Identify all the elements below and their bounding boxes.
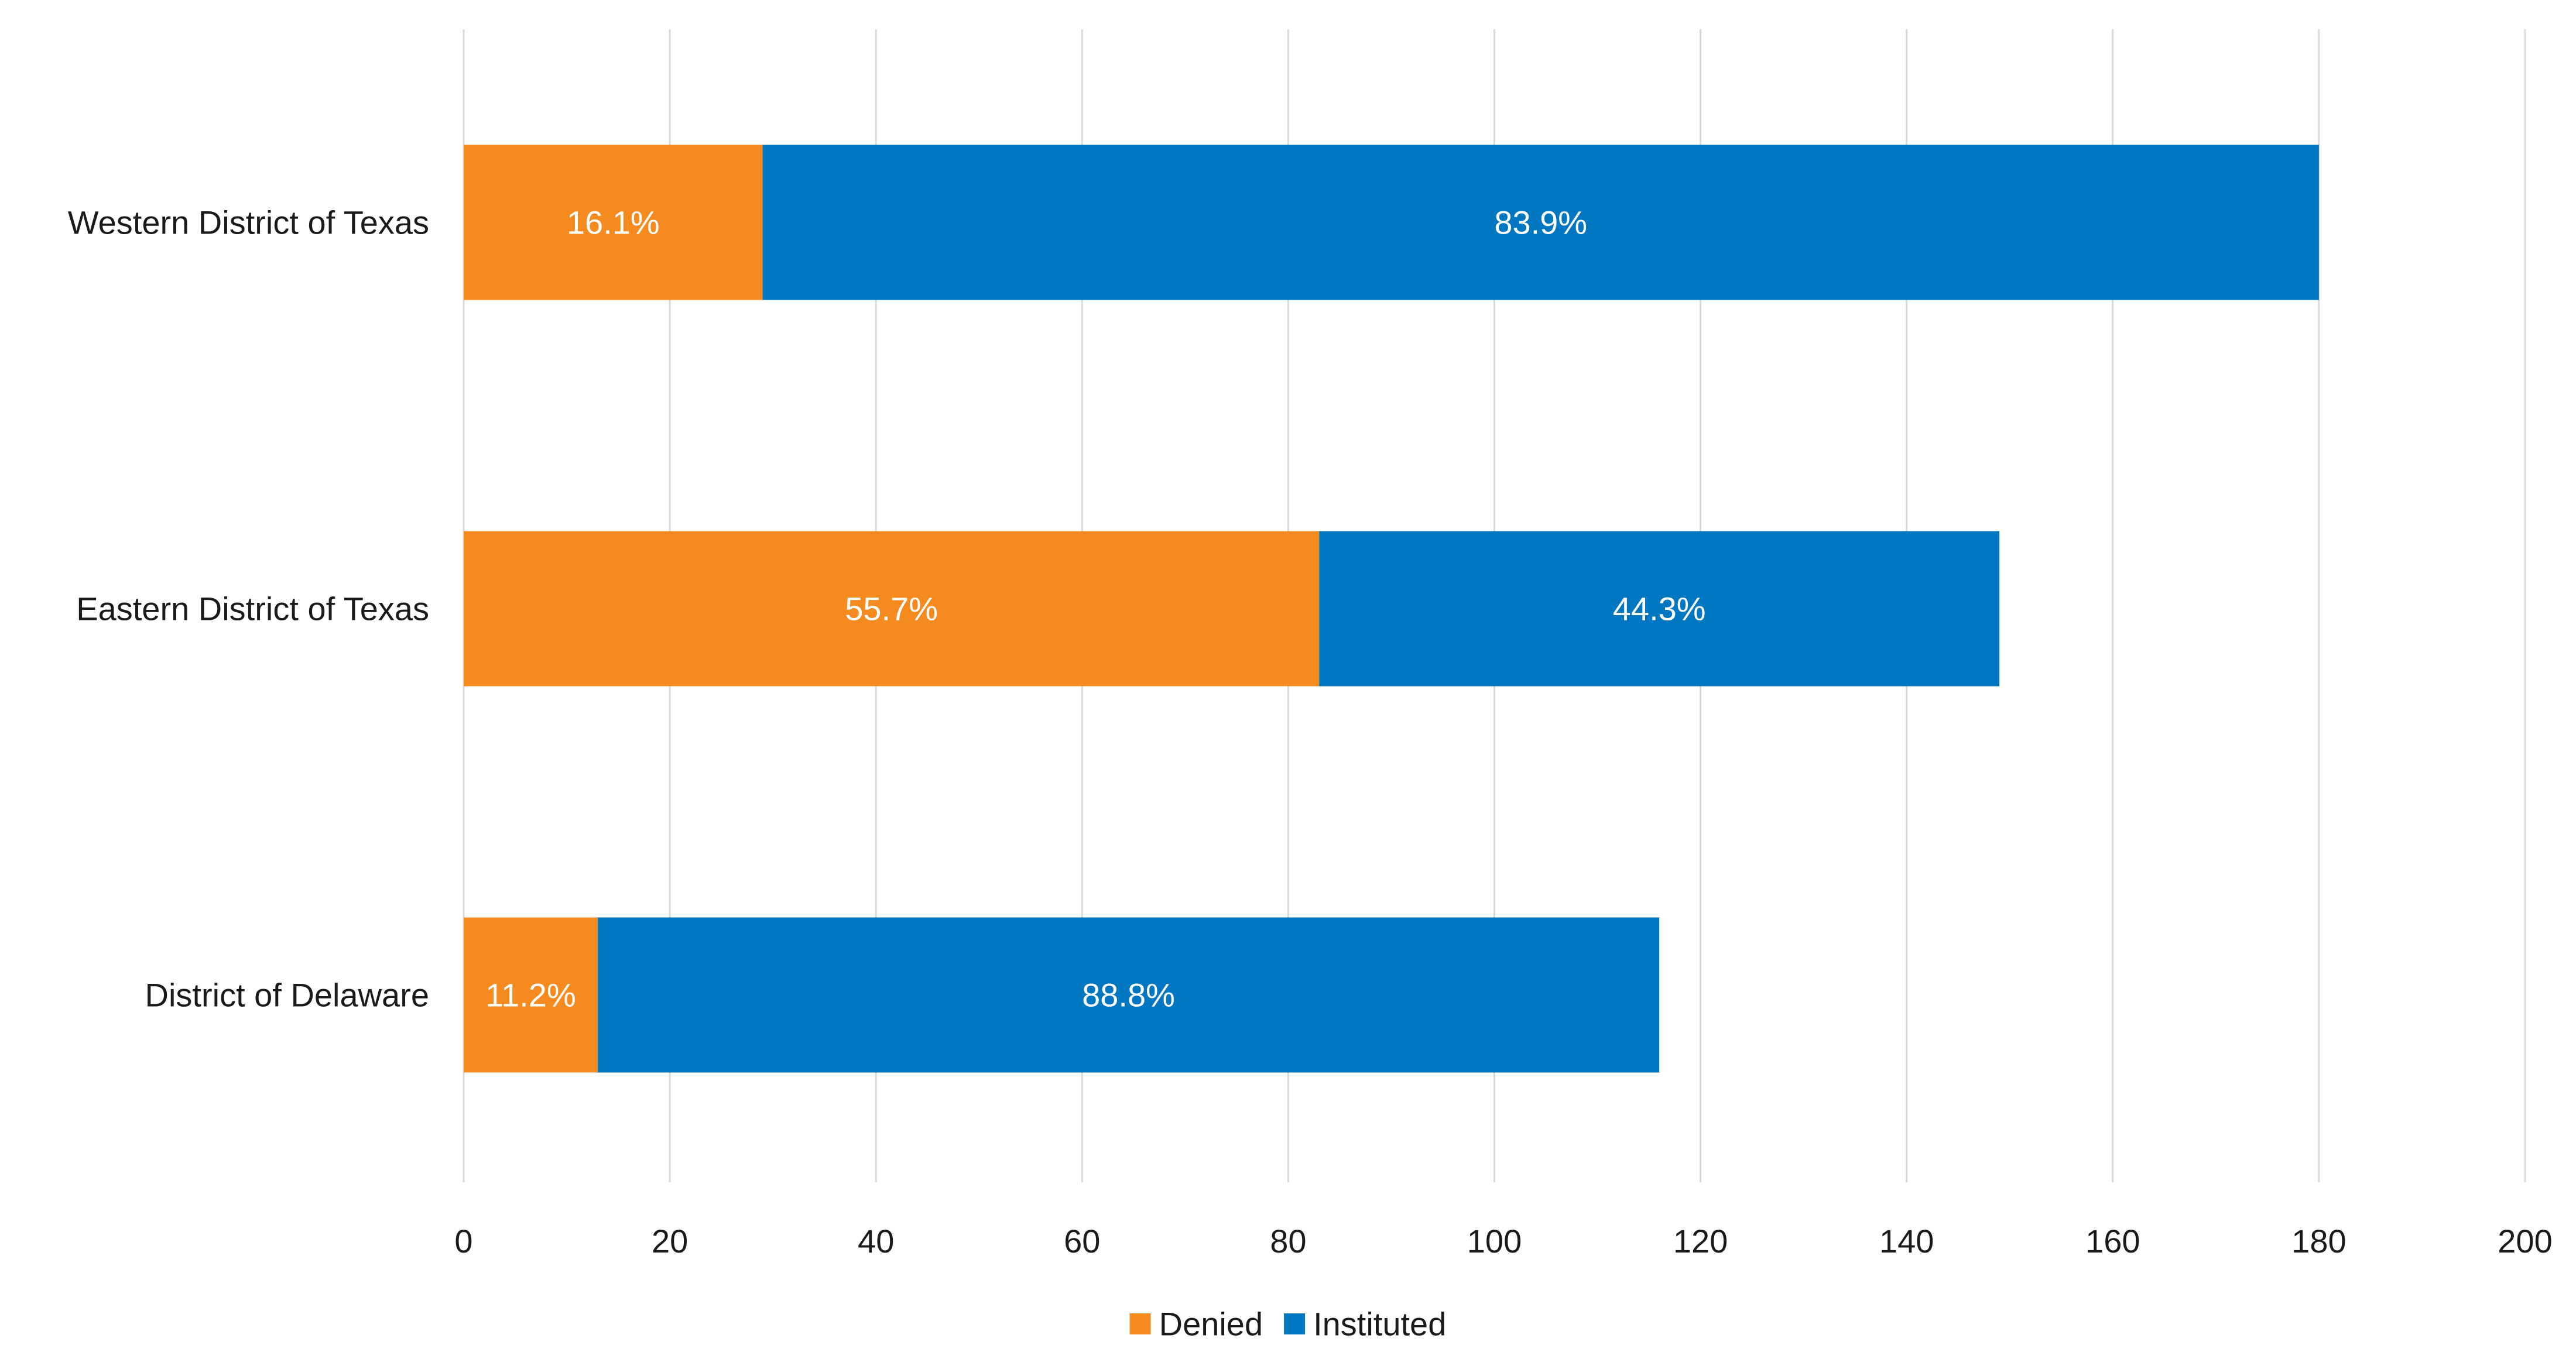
category-label-0: Western District of Texas (68, 204, 429, 241)
data-label-denied-2: 11.2% (485, 977, 576, 1014)
data-label-instituted-0: 83.9% (1494, 204, 1587, 241)
x-tick-label-60: 60 (1064, 1223, 1100, 1260)
x-tick-label-200: 200 (2498, 1223, 2552, 1260)
data-label-instituted-2: 88.8% (1082, 977, 1175, 1014)
data-label-denied-1: 55.7% (845, 591, 938, 627)
legend: Denied Instituted (1129, 1306, 1446, 1343)
x-tick-label-120: 120 (1673, 1223, 1728, 1260)
bar-instituted-0 (762, 145, 2319, 300)
x-axis-ticks: 0 20 40 60 80 100 120 140 160 180 200 (454, 1223, 2552, 1260)
bar-instituted-2 (597, 917, 1660, 1073)
bar-denied-1 (464, 531, 1320, 687)
bar-denied-0 (464, 145, 763, 300)
category-labels: Western District of Texas Eastern Distric… (68, 204, 429, 1014)
x-tick-label-40: 40 (858, 1223, 894, 1260)
x-tick-label-180: 180 (2291, 1223, 2346, 1260)
bar-denied-2 (464, 917, 598, 1073)
legend-item-instituted: Instituted (1284, 1306, 1446, 1343)
x-tick-label-100: 100 (1467, 1223, 1522, 1260)
category-label-2: District of Delaware (145, 977, 429, 1014)
legend-label-denied: Denied (1159, 1306, 1263, 1343)
legend-item-denied: Denied (1129, 1306, 1263, 1343)
category-label-1: Eastern District of Texas (76, 591, 429, 627)
data-label-denied-0: 16.1% (567, 204, 660, 241)
x-tick-label-20: 20 (652, 1223, 688, 1260)
x-tick-label-80: 80 (1270, 1223, 1306, 1260)
bars: 16.1% 83.9% 55.7% 44.3% 11.2% 88.8% (464, 145, 2319, 1073)
data-label-instituted-1: 44.3% (1613, 591, 1706, 627)
legend-swatch-instituted (1284, 1313, 1306, 1334)
bar-instituted-1 (1319, 531, 2000, 687)
x-tick-label-140: 140 (1879, 1223, 1934, 1260)
x-tick-label-160: 160 (2085, 1223, 2140, 1260)
legend-label-instituted: Instituted (1313, 1306, 1446, 1343)
legend-swatch-denied (1129, 1313, 1151, 1334)
x-tick-label-0: 0 (454, 1223, 472, 1260)
